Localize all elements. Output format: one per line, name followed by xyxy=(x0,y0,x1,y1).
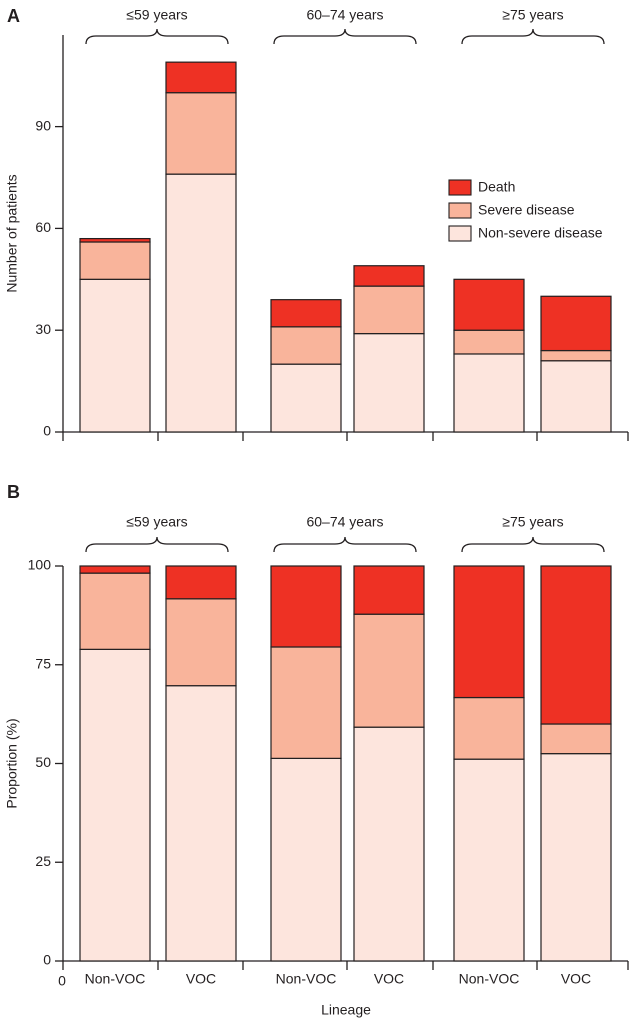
y-tick-label: 90 xyxy=(35,117,51,133)
chart-panel-b: B 0 25 50 75 100 Proportion (%) ≤59 years 60–74 … xyxy=(4,482,629,1018)
bar-segment: Severe disease: 11 xyxy=(270,326,342,365)
y-tick-label: 0 xyxy=(43,952,51,968)
chart-panel-a: A 0 30 60 90 Number of patients ≤59 years 60–74… xyxy=(4,6,629,441)
group-label: ≤59 years xyxy=(126,7,187,23)
bar-segment: Severe disease: 7 xyxy=(453,329,525,355)
bar-segment: Severe disease: 28.2 xyxy=(270,646,342,759)
bar-segment: Severe disease: 14 xyxy=(353,285,425,335)
panel-letter: B xyxy=(7,482,20,502)
legend-swatch xyxy=(448,225,472,242)
bar-segment: Non-severe disease: 78.9 xyxy=(79,648,151,962)
x-axis-title: Lineage xyxy=(321,1002,371,1018)
bar-segment: Non-severe disease: 21 xyxy=(540,360,612,433)
bar-segment: Non-severe disease: 45 xyxy=(79,278,151,433)
bar-segment: Non-severe disease: 51.1 xyxy=(453,758,525,962)
x-category-label: VOC xyxy=(186,971,216,987)
y-tick-label: 30 xyxy=(35,321,51,337)
group-bracket xyxy=(273,536,417,553)
bar-segment: Death: 1 xyxy=(79,237,151,243)
bar-segment: Severe disease: 7.5 xyxy=(540,723,612,755)
y-tick-label: 50 xyxy=(35,754,51,770)
x-category-label: VOC xyxy=(374,971,404,987)
group-label: ≥75 years xyxy=(502,7,563,23)
y-tick-label: 75 xyxy=(35,655,51,671)
bar-segment: Death: 8.3 xyxy=(165,565,237,600)
y-axis-title: Proportion (%) xyxy=(4,718,20,808)
bar-segment: Non-severe disease: 76 xyxy=(165,173,237,433)
bar-segment: Non-severe disease: 29 xyxy=(353,332,425,433)
bar-segment: Death: 9 xyxy=(165,61,237,94)
legend-swatch xyxy=(448,179,472,196)
group-label: 60–74 years xyxy=(306,7,383,23)
group-label: 60–74 years xyxy=(306,514,383,530)
bar-segment: Severe disease: 15.6 xyxy=(453,696,525,760)
group-label: ≤59 years xyxy=(126,514,187,530)
panel-letter: A xyxy=(7,6,20,26)
bar-segment: Death: 1.8 xyxy=(79,565,151,574)
bar-segment: Death: 15 xyxy=(453,278,525,331)
legend-label: Severe disease xyxy=(478,202,575,218)
x-category-label: Non-VOC xyxy=(276,971,337,987)
x-category-label: Non-VOC xyxy=(459,971,520,987)
bar-segment: Severe disease: 3 xyxy=(540,349,612,362)
legend-label: Death xyxy=(478,179,515,195)
group-bracket xyxy=(85,536,229,553)
bar-segment: Severe disease: 28.6 xyxy=(353,613,425,728)
bar-segment: Death: 6 xyxy=(353,265,425,287)
group-bracket xyxy=(461,536,605,553)
y-tick-label: 60 xyxy=(35,219,51,235)
bar-segment: Severe disease: 24 xyxy=(165,92,237,175)
y-axis-title: Number of patients xyxy=(4,174,20,292)
y-tick-label: 0 xyxy=(43,423,51,439)
bar-segment: Death: 20.5 xyxy=(270,565,342,648)
group-bracket xyxy=(273,28,417,45)
bar-segment: Non-severe disease: 52.5 xyxy=(540,753,612,962)
bar-segment: Death: 8 xyxy=(270,299,342,328)
bar-segment: Death: 40 xyxy=(540,565,612,725)
legend-label: Non-severe disease xyxy=(478,225,603,241)
x-category-label: Non-VOC xyxy=(85,971,146,987)
y-tick-label: 100 xyxy=(28,557,52,573)
x-origin-label: 0 xyxy=(58,973,66,989)
y-tick-label: 25 xyxy=(35,853,51,869)
group-label: ≥75 years xyxy=(502,514,563,530)
bar-segment: Non-severe disease: 51.3 xyxy=(270,757,342,962)
bar-segment: Severe disease: 19.3 xyxy=(79,572,151,650)
x-category-label: VOC xyxy=(561,971,591,987)
bar-segment: Non-severe disease: 20 xyxy=(270,363,342,433)
legend-swatch xyxy=(448,202,472,219)
bar-segment: Death: 16 xyxy=(540,295,612,352)
group-bracket xyxy=(461,28,605,45)
bar-segment: Severe disease: 11 xyxy=(79,241,151,280)
bar-segment: Non-severe disease: 69.7 xyxy=(165,685,237,962)
group-bracket xyxy=(85,28,229,45)
bar-segment: Non-severe disease: 59.2 xyxy=(353,726,425,962)
bar-segment: Death: 12.2 xyxy=(353,565,425,615)
bar-segment: Non-severe disease: 23 xyxy=(453,353,525,433)
bar-segment: Death: 33.3 xyxy=(453,565,525,699)
bar-segment: Severe disease: 22 xyxy=(165,598,237,687)
